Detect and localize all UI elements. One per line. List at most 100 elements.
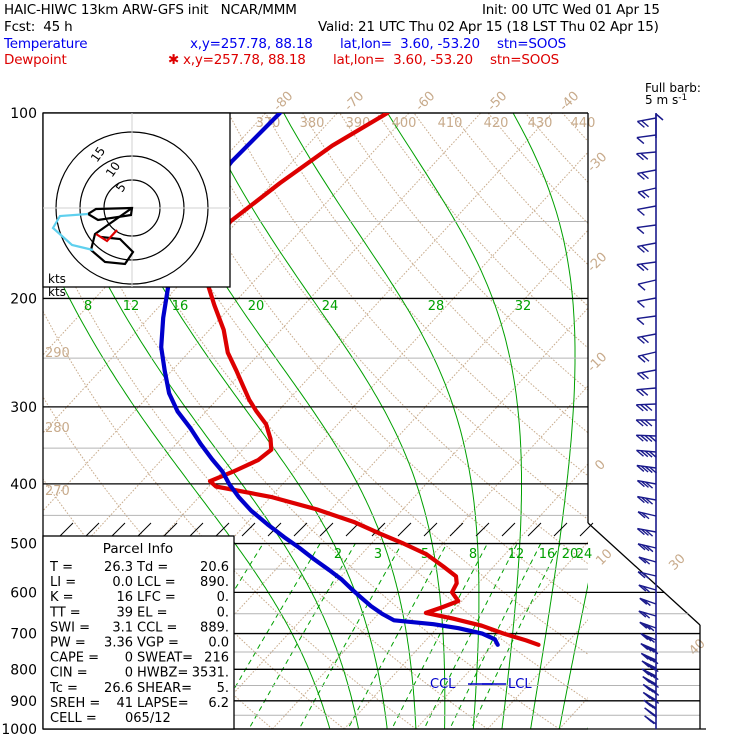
wind-barb-flag xyxy=(648,703,657,711)
parcel-key-left: CAPE = xyxy=(50,651,99,666)
pressure-tick-label: 1000 xyxy=(1,722,37,738)
isotherm-top-label: -40 xyxy=(557,89,583,115)
wind-barb-flag xyxy=(640,263,649,271)
isotherm-top-label-group: -70 xyxy=(342,89,368,115)
hatch-tick xyxy=(189,522,204,537)
wind-barb-shaft xyxy=(636,434,657,437)
hatch-tick xyxy=(163,522,178,537)
wind-barb-flag xyxy=(641,660,650,668)
profile-dewpoint xyxy=(159,113,500,647)
parcel-info-title: Parcel Info xyxy=(103,541,173,557)
wind-barb-flag xyxy=(640,419,649,427)
wind-barb-flag xyxy=(644,403,653,412)
parcel-key-right: LAPSE= xyxy=(137,696,189,711)
wind-barb-shaft xyxy=(638,584,657,591)
wind-barb-flag xyxy=(636,300,645,308)
wind-barb-flag xyxy=(649,710,658,718)
wind-barb-flag xyxy=(644,466,653,474)
wind-barb-flag xyxy=(638,556,647,564)
wind-units-label: kts xyxy=(48,285,66,299)
parcel-key-right: LFC = xyxy=(137,590,176,605)
pressure-tick-label: 200 xyxy=(10,291,37,307)
mixing-ratio-label: 8 xyxy=(469,547,477,562)
wind-barb-flag xyxy=(642,557,651,565)
hodograph-border xyxy=(42,112,231,288)
wind-barb-flag xyxy=(636,227,645,235)
wind-barb-flag xyxy=(635,419,644,427)
wind-barb-flag xyxy=(644,419,653,427)
wind-barb-flag xyxy=(636,480,645,488)
parcel-value-right: 889. xyxy=(200,620,229,635)
mixing-ratio-line xyxy=(391,543,488,729)
wind-barb-flag xyxy=(636,172,645,180)
parcel-key-left: SWI = xyxy=(50,620,90,635)
theta-top-label: 400 xyxy=(392,116,417,131)
dewpoint-latlon: lat,lon= 3.60, -53.20 xyxy=(333,52,473,68)
wind-barb-shaft xyxy=(637,333,657,339)
wind-barb-flag xyxy=(643,634,652,642)
wind-barb-flag xyxy=(639,621,648,629)
wind-barb-flag xyxy=(646,717,655,725)
parcel-value-left: 16 xyxy=(116,590,133,605)
wind-barb-flag xyxy=(636,245,645,253)
dry-adiabat xyxy=(376,113,588,349)
wind-barb-flag xyxy=(641,528,649,536)
legend-temperature-label: Temperature xyxy=(4,36,88,52)
wind-barb-flag xyxy=(651,696,660,704)
parcel-key-right: SWEAT= xyxy=(137,651,193,666)
isotherm-top-label: -50 xyxy=(485,89,511,115)
parcel-value-right: 20.6 xyxy=(200,560,229,575)
wind-barb-flag xyxy=(648,435,657,443)
wind-barb-shaft xyxy=(636,403,657,406)
isotherm-right-label: 0 xyxy=(592,457,608,473)
parcel-key-left: TT = xyxy=(49,605,81,620)
isotherm xyxy=(487,619,588,729)
parcel-key-left: CIN = xyxy=(50,666,88,681)
wind-barb-flag xyxy=(640,450,649,458)
isotherm-top-label-group: -80 xyxy=(271,89,297,115)
isotherm-top-label-group: -50 xyxy=(485,89,511,115)
header-init-line: Init: 00 UTC Wed 01 Apr 15 xyxy=(482,2,660,18)
wind-barb-flag xyxy=(647,645,655,653)
theta-top-label: 420 xyxy=(484,116,509,131)
wind-barb-flag xyxy=(636,389,644,397)
hatch-tick xyxy=(319,522,334,537)
wind-barb-flag xyxy=(636,120,645,128)
pressure-tick-label: 300 xyxy=(10,400,37,416)
wind-barb-shaft xyxy=(637,169,657,175)
isotherm-top-label: -80 xyxy=(271,89,297,115)
dewpoint-xy: x,y=257.78, 88.18 xyxy=(183,52,306,68)
isotherm-top-label-group: -40 xyxy=(557,89,583,115)
wind-barb-shaft xyxy=(637,117,657,123)
wind-barb-flag xyxy=(641,245,649,253)
wind-barb-shaft xyxy=(637,571,657,577)
temperature-stn: stn=SOOS xyxy=(497,36,566,52)
wind-barb-flag xyxy=(641,190,650,198)
wind-barb-shaft xyxy=(636,261,657,266)
wind-barb-flag xyxy=(644,662,653,670)
hatch-tick xyxy=(397,522,412,537)
wind-barb-flag xyxy=(642,599,651,607)
hodograph-trace-cyan xyxy=(51,212,94,252)
wind-barb-flag xyxy=(644,654,652,662)
wind-barb-flag xyxy=(637,283,646,291)
wind-barb-flag xyxy=(640,643,649,651)
wind-barb-flag xyxy=(642,623,651,631)
wind-barb-flag xyxy=(636,449,644,457)
moist-adiabat xyxy=(283,113,480,729)
isotherm-top-label: -60 xyxy=(413,89,439,115)
hatch-tick xyxy=(449,522,464,537)
hatch-tick xyxy=(527,522,542,537)
isotherm xyxy=(343,463,588,729)
wind-barb-flag xyxy=(642,585,651,593)
wind-barb-flag xyxy=(637,511,646,519)
wind-barbs-group xyxy=(635,117,660,725)
wind-barb-flag xyxy=(636,153,644,161)
parcel-cell-key: CELL = xyxy=(50,711,97,726)
hodograph-background xyxy=(43,113,230,287)
wind-barb-flag xyxy=(640,434,649,442)
mixing-ratio-label: 2 xyxy=(334,547,342,562)
temperature-xy: x,y=257.78, 88.18 xyxy=(190,36,313,52)
wind-barb-flag xyxy=(636,318,645,326)
isotherm xyxy=(703,113,740,729)
